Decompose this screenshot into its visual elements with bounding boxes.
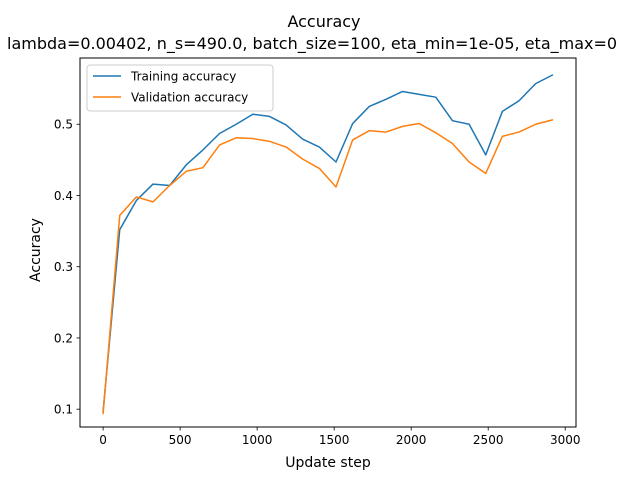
chart-subtitle: lambda=0.00402, n_s=490.0, batch_size=10… [7, 34, 617, 54]
y-tick-label: 0.1 [54, 403, 73, 417]
y-tick-label: 0.5 [54, 118, 73, 132]
legend-box [86, 64, 274, 112]
x-tick-label: 1000 [242, 433, 273, 447]
x-tick-label: 0 [99, 433, 107, 447]
x-tick-label: 3000 [550, 433, 581, 447]
x-tick-label: 2000 [396, 433, 427, 447]
axes-frame [79, 57, 577, 428]
y-axis-label: Accuracy [28, 218, 44, 282]
chart-title: Accuracy [287, 12, 360, 31]
legend-label-0: Training accuracy [130, 70, 236, 84]
y-tick-label: 0.4 [54, 189, 73, 203]
legend-label-1: Validation accuracy [131, 91, 248, 105]
series-line-0 [102, 74, 554, 413]
plot-area: 0 500 1000 1500 2000 2500 3000 0.1 0.2 0.3 0.4 0.5 [54, 57, 581, 447]
x-tick-label: 1500 [319, 433, 350, 447]
x-tick-label: 2500 [473, 433, 504, 447]
y-tick-label: 0.2 [54, 331, 73, 345]
series-line-1 [102, 119, 554, 415]
legend: Training accuracy Validation accuracy [86, 64, 274, 112]
x-tick-label: 500 [169, 433, 192, 447]
y-tick-label: 0.3 [54, 260, 73, 274]
x-axis-label: Update step [285, 455, 371, 471]
